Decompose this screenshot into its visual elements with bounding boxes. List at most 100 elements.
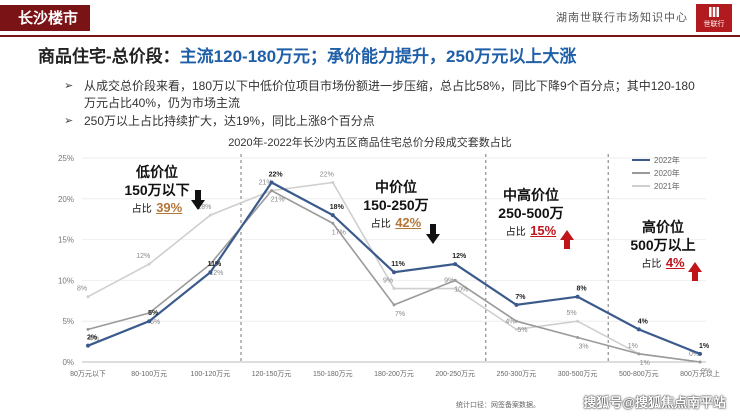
data-point [208, 213, 212, 217]
headline-part1: 商品住宅-总价段： [38, 47, 180, 66]
data-label: 5% [148, 310, 159, 317]
source-note: 统计口径：网签备案数据。 [456, 402, 540, 409]
data-point [331, 180, 335, 184]
bullet-item: ➢ 从成交总价段来看，180万以下中低价位项目市场份额进一步压缩，总占比58%，… [64, 78, 704, 112]
data-point [636, 327, 641, 332]
top-bar: 长沙楼市 湖南世联行市场知识中心 Ⅲ 世联行 [0, 0, 740, 34]
data-label: 4% [89, 335, 99, 342]
annotation-high-title2: 500万以上 [630, 237, 696, 253]
legend-label: 2022年 [654, 155, 680, 165]
data-label: 12% [452, 253, 467, 260]
annotation-midhigh-label: 占比 [505, 227, 526, 238]
city-tag: 长沙楼市 [0, 5, 91, 31]
data-label: 21% [271, 197, 285, 204]
annotation-midhigh: 中高价位 250-500万 占比 15% [486, 186, 576, 240]
brand-name: 湖南世联行市场知识中心 [556, 11, 688, 24]
data-label: 1% [699, 343, 710, 350]
data-point [392, 270, 396, 275]
data-label: 3% [579, 344, 589, 351]
down-arrow-icon [426, 223, 440, 248]
data-point [392, 287, 396, 291]
annotation-mid-title1: 中价位 [375, 179, 417, 195]
data-label: 11% [208, 261, 222, 268]
annotation-mid: 中价位 150-250万 占比 42% [356, 178, 436, 232]
y-tick-label: 20% [58, 195, 74, 204]
annotation-mid-label: 占比 [370, 219, 391, 230]
data-point [208, 262, 212, 266]
annotation-mid-pct: 42% [395, 215, 422, 230]
data-point [514, 319, 518, 323]
data-point [392, 303, 396, 307]
x-tick-label: 300-500万元 [558, 370, 598, 378]
brand-logo: Ⅲ 世联行 [696, 4, 732, 32]
y-tick-label: 25% [58, 154, 74, 163]
x-tick-label: 250-300万元 [497, 370, 537, 378]
data-label: 11% [391, 261, 405, 268]
data-label: 5% [517, 327, 527, 334]
headline-part2: 主流120-180万元；承价能力提升，250万元以上大涨 [179, 47, 577, 66]
data-point [86, 295, 90, 299]
data-point [575, 294, 580, 299]
data-point [698, 360, 702, 364]
x-tick-label: 800万元以上 [680, 369, 720, 378]
data-label: 10% [454, 286, 468, 293]
bullet-text: 从成交总价段来看，180万以下中低价位项目市场份额进一步压缩，总占比58%，同比… [84, 79, 695, 110]
data-point [453, 278, 457, 282]
chart-title: 2020年-2022年长沙内五区商品住宅总价分段成交套数占比 [228, 137, 512, 149]
annotation-midhigh-pct: 15% [530, 223, 557, 238]
data-label: 17% [332, 229, 346, 236]
data-label: 4% [638, 318, 649, 325]
watermark: 搜狐号@搜狐焦点南平站 [583, 395, 726, 410]
x-tick-label: 200-250万元 [435, 370, 475, 378]
data-point [576, 336, 580, 340]
x-tick-label: 100-120万元 [191, 370, 231, 378]
annotation-high: 高价位 500万以上 占比 4% [620, 218, 706, 272]
data-label: 6% [150, 319, 160, 326]
data-point [208, 270, 213, 275]
data-label: 1% [628, 343, 638, 350]
x-tick-label: 180-200万元 [374, 370, 414, 378]
data-point [86, 343, 90, 348]
data-label: 12% [136, 253, 150, 260]
annotation-midhigh-title1: 中高价位 [503, 187, 559, 203]
annotation-midhigh-title2: 250-500万 [498, 205, 564, 221]
data-point [576, 319, 580, 323]
data-point [269, 180, 274, 185]
bullet-arrow-icon: ➢ [64, 80, 74, 92]
up-arrow-icon [560, 226, 574, 249]
bullet-list: ➢ 从成交总价段来看，180万以下中低价位项目市场份额进一步压缩，总占比58%，… [64, 78, 704, 131]
down-arrow-icon [191, 189, 205, 214]
data-point [86, 327, 90, 331]
y-tick-label: 15% [58, 236, 74, 245]
data-label: 8% [77, 286, 87, 293]
header-rule [0, 35, 740, 37]
page-headline: 商品住宅-总价段：主流120-180万元；承价能力提升，250万元以上大涨 [38, 42, 576, 67]
data-label: 0% [701, 368, 711, 375]
annotation-mid-title2: 150-250万 [363, 197, 429, 213]
up-arrow-icon [688, 258, 702, 281]
data-point [330, 213, 335, 218]
y-tick-label: 5% [62, 317, 74, 326]
data-point [453, 287, 457, 291]
legend-label: 2021年 [654, 181, 680, 191]
data-label: 1% [640, 360, 650, 367]
annotation-low: 低价位 150万以下 占比 39% [112, 163, 202, 217]
x-tick-label: 120-150万元 [252, 370, 292, 378]
data-label: 18% [330, 204, 345, 211]
data-point [270, 189, 274, 193]
data-label: 22% [269, 171, 284, 178]
data-point [514, 327, 518, 331]
x-tick-label: 80-100万元 [131, 370, 167, 378]
annotation-high-title1: 高价位 [642, 219, 684, 235]
data-label: 9% [383, 278, 393, 285]
bullet-text: 250万以上占比持续扩大，达19%，同比上涨8个百分点 [84, 114, 375, 128]
legend-label: 2020年 [654, 168, 680, 178]
data-point [147, 319, 152, 324]
data-point [637, 352, 641, 356]
data-label: 4% [505, 318, 515, 325]
data-label: 2% [87, 335, 98, 342]
y-tick-label: 10% [58, 276, 74, 285]
logo-glyph-icon: Ⅲ [707, 5, 721, 20]
annotation-low-title2: 150万以下 [124, 182, 190, 198]
annotation-low-pct: 39% [156, 200, 183, 215]
